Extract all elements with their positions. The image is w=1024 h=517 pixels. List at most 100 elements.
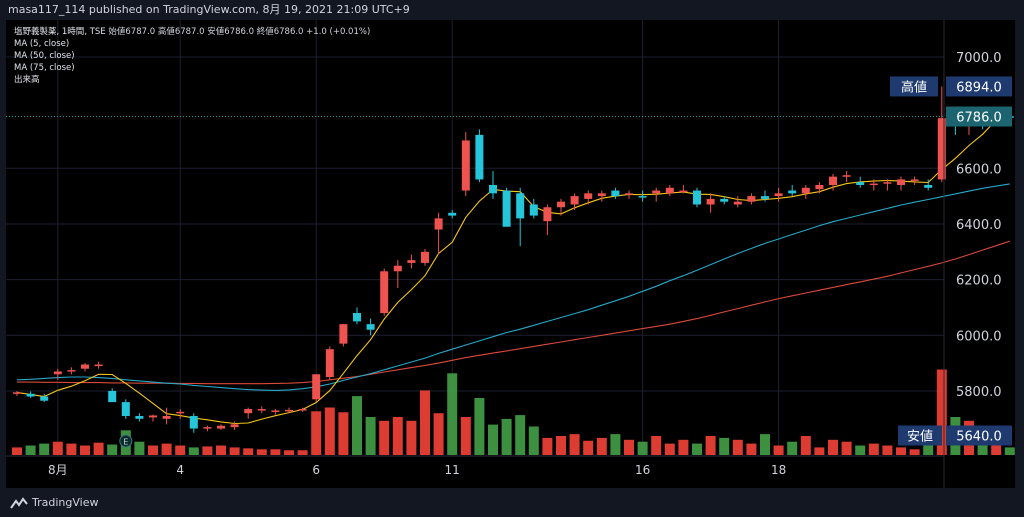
- volume-bar: [800, 436, 811, 455]
- volume-bar: [746, 443, 757, 455]
- candle-body[interactable]: [230, 424, 239, 428]
- candle-body[interactable]: [285, 409, 293, 412]
- candle-body[interactable]: [869, 183, 878, 186]
- volume-bar: [896, 447, 906, 455]
- candle-body[interactable]: [393, 265, 402, 272]
- high-value-box: [946, 76, 1012, 97]
- candle-body[interactable]: [325, 349, 334, 378]
- candle-body[interactable]: [611, 190, 620, 197]
- candle-body[interactable]: [625, 193, 633, 195]
- tradingview-logo-icon: [10, 496, 28, 509]
- candle-body[interactable]: [883, 182, 892, 184]
- candle-body[interactable]: [312, 374, 321, 400]
- volume-bar: [664, 443, 675, 455]
- candle-body[interactable]: [189, 416, 198, 429]
- candle-body[interactable]: [557, 201, 565, 208]
- candle-body[interactable]: [829, 176, 837, 185]
- price-chart[interactable]: 8月 4 6 11 16 18 5800.0 6000.0 6200.0 6400.0 6600.0…: [6, 20, 1015, 488]
- volume-bar: [243, 448, 254, 455]
- candle-body[interactable]: [788, 190, 797, 194]
- candle-body[interactable]: [81, 364, 89, 369]
- candle-body[interactable]: [434, 218, 443, 230]
- candle-body[interactable]: [774, 193, 783, 197]
- candle-body[interactable]: [298, 409, 307, 411]
- candle-body[interactable]: [801, 187, 810, 194]
- candle-body[interactable]: [747, 196, 756, 202]
- candle-body[interactable]: [13, 392, 21, 394]
- candle-body[interactable]: [203, 427, 212, 429]
- candle-body[interactable]: [244, 409, 253, 414]
- tradingview-brand[interactable]: TradingView: [10, 496, 98, 509]
- volume-bar: [433, 413, 444, 455]
- candle-body[interactable]: [489, 184, 497, 194]
- chart-panel[interactable]: 8月 4 6 11 16 18 5800.0 6000.0 6200.0 6400.0 6600.0…: [6, 20, 1015, 488]
- candle-body[interactable]: [217, 425, 225, 429]
- candle-body[interactable]: [271, 410, 280, 412]
- volume-bar: [583, 440, 594, 455]
- candle-body[interactable]: [937, 118, 946, 180]
- candle-body[interactable]: [502, 190, 511, 227]
- candle-body[interactable]: [910, 179, 919, 181]
- candle-body[interactable]: [67, 370, 76, 372]
- earnings-event-icon[interactable]: [119, 434, 133, 448]
- candle-body[interactable]: [897, 179, 905, 185]
- candle-body[interactable]: [108, 390, 117, 403]
- candle-body[interactable]: [407, 260, 416, 263]
- candle-body[interactable]: [842, 175, 851, 177]
- candle-body[interactable]: [26, 393, 35, 397]
- candle-body[interactable]: [665, 187, 674, 194]
- candle-body[interactable]: [706, 198, 715, 205]
- candle-body[interactable]: [543, 207, 552, 222]
- candle-body[interactable]: [121, 402, 130, 417]
- candle-body[interactable]: [176, 411, 185, 414]
- candle-body[interactable]: [720, 198, 729, 202]
- low-value-box: [946, 425, 1012, 446]
- candle-body[interactable]: [761, 196, 769, 199]
- candle-body[interactable]: [53, 371, 62, 375]
- volume-bar: [596, 437, 607, 455]
- candle-body[interactable]: [733, 201, 742, 205]
- candle-body[interactable]: [693, 190, 701, 205]
- candle-body[interactable]: [257, 409, 266, 411]
- candle-body[interactable]: [448, 212, 457, 216]
- volume-bar: [229, 447, 240, 455]
- volume-bar: [569, 434, 580, 455]
- candle-body[interactable]: [40, 396, 49, 401]
- candle-body[interactable]: [815, 184, 824, 190]
- candle-body[interactable]: [638, 196, 647, 198]
- candle-body[interactable]: [149, 415, 157, 418]
- volume-bar: [773, 445, 784, 455]
- candle-body[interactable]: [475, 134, 484, 180]
- volume-bar: [161, 443, 172, 455]
- candle-body[interactable]: [529, 204, 538, 216]
- high-value-label: 6894.0: [956, 80, 1002, 95]
- x-tick-label: 16: [635, 463, 650, 477]
- volume-bar: [284, 450, 294, 455]
- candle-body[interactable]: [421, 251, 429, 263]
- candle-body[interactable]: [856, 182, 865, 185]
- volume-bar: [447, 373, 458, 455]
- candle-body[interactable]: [135, 416, 144, 419]
- candle-body[interactable]: [516, 193, 525, 219]
- volume-bar: [311, 411, 322, 455]
- candle-body[interactable]: [162, 416, 171, 419]
- candle-body[interactable]: [461, 140, 470, 191]
- candle-body[interactable]: [679, 190, 688, 193]
- candle-body[interactable]: [366, 324, 375, 330]
- y-tick-label: 7000.0: [956, 51, 1002, 66]
- candle-body[interactable]: [924, 184, 933, 188]
- candle-body[interactable]: [94, 364, 103, 367]
- volume-bar: [828, 439, 838, 455]
- candle-body[interactable]: [380, 271, 389, 314]
- high-tag-box: [890, 76, 938, 97]
- candle-body[interactable]: [652, 190, 661, 194]
- candle-body[interactable]: [597, 193, 606, 197]
- last-price-box: [946, 106, 1012, 127]
- candle-body[interactable]: [353, 313, 361, 322]
- candle-body[interactable]: [339, 324, 348, 344]
- low-value-label: 5640.0: [956, 430, 1002, 445]
- candle-body[interactable]: [584, 193, 593, 199]
- volume-bar: [556, 436, 566, 455]
- candle-body[interactable]: [570, 196, 579, 205]
- volume-bar: [651, 436, 662, 455]
